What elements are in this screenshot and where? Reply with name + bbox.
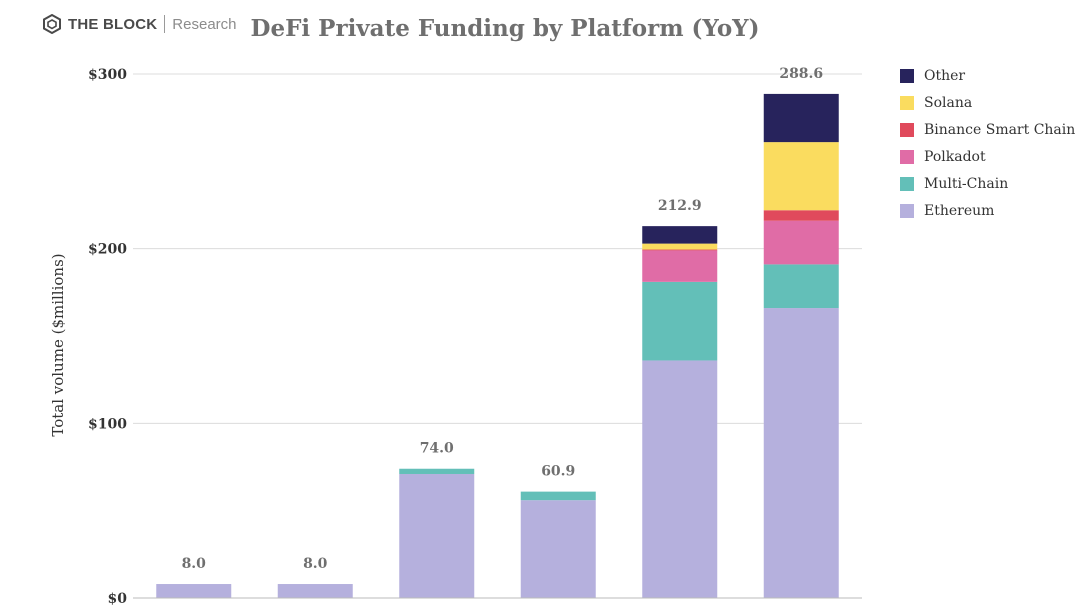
bar-segment-multi-chain bbox=[399, 468, 475, 474]
bar-segment-polkadot bbox=[763, 220, 839, 265]
legend-item: Polkadot bbox=[900, 143, 1075, 170]
data-label-total: 74.0 bbox=[420, 441, 454, 457]
bar-segment-binance-smart-chain bbox=[763, 210, 839, 221]
legend-label: Binance Smart Chain bbox=[924, 121, 1076, 138]
bar-segment-ethereum bbox=[763, 308, 839, 598]
the-block-logo-icon bbox=[43, 14, 61, 34]
bar-segment-binance-smart-chain bbox=[642, 249, 718, 251]
data-label-total: 8.0 bbox=[182, 556, 207, 572]
legend-item: Other bbox=[900, 62, 1075, 89]
bar-segment-solana bbox=[763, 142, 839, 211]
bar-segment-other bbox=[642, 226, 718, 244]
legend-swatch bbox=[900, 203, 914, 218]
bar-segment-ethereum bbox=[399, 473, 475, 598]
chart-title: DeFi Private Funding by Platform (YoY) bbox=[250, 15, 760, 42]
bar-segment-ethereum bbox=[277, 584, 353, 598]
bar-segment-multi-chain bbox=[642, 281, 718, 361]
legend-item: Ethereum bbox=[900, 197, 1075, 224]
y-tick-label: $100 bbox=[88, 416, 127, 432]
y-tick-label: $200 bbox=[88, 242, 127, 258]
legend-label: Ethereum bbox=[924, 202, 995, 219]
legend-label: Solana bbox=[924, 94, 973, 111]
brand: THE BLOCK Research bbox=[42, 12, 237, 36]
legend-swatch bbox=[900, 95, 914, 110]
legend-swatch bbox=[900, 149, 914, 164]
bar-segment-solana bbox=[642, 243, 718, 250]
bar-segment-multi-chain bbox=[520, 491, 596, 501]
brand-subtitle: Research bbox=[172, 15, 237, 33]
legend-item: Multi-Chain bbox=[900, 170, 1075, 197]
legend: Other Solana Binance Smart Chain Polkadot Mu… bbox=[900, 62, 1075, 224]
bar-segment-multi-chain bbox=[763, 264, 839, 309]
legend-swatch bbox=[900, 68, 914, 83]
legend-item: Binance Smart Chain bbox=[900, 116, 1075, 143]
brand-name: THE BLOCK bbox=[68, 15, 158, 33]
bar-segment-ethereum bbox=[520, 500, 596, 598]
bar-segment-ethereum bbox=[642, 360, 718, 598]
data-label-total: 8.0 bbox=[303, 556, 328, 572]
legend-label: Other bbox=[924, 67, 966, 84]
legend-swatch bbox=[900, 176, 914, 191]
bar-segment-other bbox=[763, 93, 839, 143]
data-label-total: 288.6 bbox=[779, 66, 823, 82]
legend-swatch bbox=[900, 122, 914, 137]
legend-label: Polkadot bbox=[924, 148, 986, 165]
legend-label: Multi-Chain bbox=[924, 175, 1009, 192]
data-label-total: 60.9 bbox=[541, 464, 575, 480]
brand-divider bbox=[164, 15, 166, 33]
y-tick-label: $0 bbox=[108, 591, 128, 605]
legend-item: Solana bbox=[900, 89, 1075, 116]
data-label-total: 212.9 bbox=[658, 198, 702, 214]
y-tick-label: $300 bbox=[88, 67, 127, 83]
bar-segment-ethereum bbox=[156, 584, 232, 598]
bar-segment-polkadot bbox=[642, 250, 718, 282]
